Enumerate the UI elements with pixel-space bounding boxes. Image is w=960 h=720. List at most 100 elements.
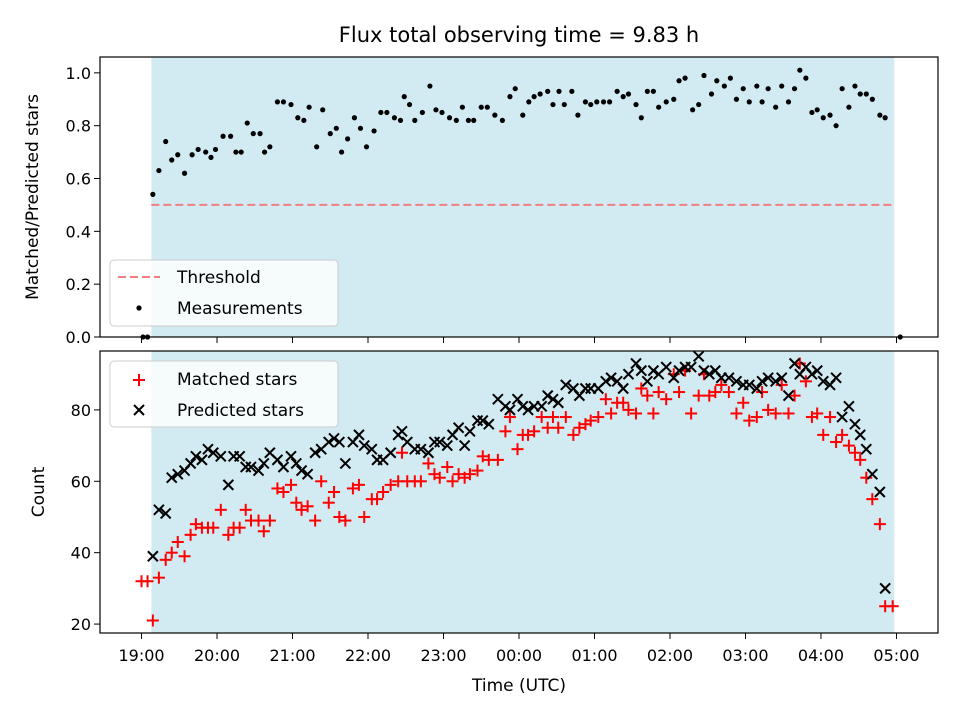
bottom-y-tick-label: 20	[71, 615, 91, 634]
measurement-point	[280, 99, 287, 105]
predicted-star-point	[504, 404, 516, 416]
top-y-tick-label: 0.4	[66, 222, 91, 241]
matched-star-point	[377, 486, 390, 498]
predicted-star-point	[511, 393, 524, 405]
measurement-point	[156, 167, 162, 174]
predicted-star-point	[172, 468, 184, 480]
bottom-x-tick-label: 22:00	[345, 646, 391, 665]
matched-star-point	[441, 461, 454, 474]
predicted-star-point	[817, 375, 829, 388]
predicted-star-point	[252, 464, 265, 477]
bottom-x-tick-label: 21:00	[269, 646, 315, 665]
predicted-star-point	[415, 443, 427, 455]
bottom-x-tick-label: 01:00	[571, 646, 617, 665]
matched-star-point	[499, 425, 512, 438]
predicted-star-point	[452, 422, 465, 434]
predicted-star-point	[730, 375, 743, 388]
predicted-star-point	[222, 479, 235, 491]
predicted-star-point	[159, 507, 172, 520]
measurement-point	[512, 86, 518, 92]
matched-star-point	[503, 411, 516, 424]
matched-star-point	[184, 528, 197, 541]
bottom-x-tick-label: 20:00	[194, 646, 240, 665]
matched-star-point	[848, 446, 861, 459]
matched-star-point	[159, 553, 172, 566]
measurement-point	[733, 96, 740, 102]
top-y-tick-label: 0.8	[66, 117, 91, 136]
measurement-point	[644, 88, 650, 94]
measurement-point	[267, 144, 273, 150]
predicted-star-point	[641, 375, 654, 388]
measurement-point	[212, 146, 219, 153]
measurement-point	[338, 149, 345, 155]
matched-star-point	[782, 407, 795, 420]
matched-star-point	[647, 407, 660, 420]
matched-star-point	[737, 396, 750, 409]
measurement-point	[169, 157, 175, 163]
measurement-point	[803, 75, 809, 81]
matched-star-point	[463, 468, 476, 481]
predicted-star-point	[806, 368, 818, 380]
measurement-point	[857, 91, 863, 97]
chart-title: Flux total observing time = 9.83 h	[339, 23, 699, 47]
measurements-legend-label: Measurements	[177, 299, 303, 319]
measurement-point	[869, 96, 875, 102]
measurement-point	[327, 131, 333, 137]
measurement-point	[189, 152, 195, 158]
matched-star-point	[730, 407, 743, 420]
predicted-star-point	[673, 364, 685, 377]
predicted-star-point	[339, 457, 352, 470]
measurement-point	[233, 149, 239, 155]
predicted-star-point	[836, 411, 848, 423]
predicted-star-point	[458, 439, 471, 452]
matched-star-point	[309, 514, 322, 527]
measurement-point	[638, 115, 644, 121]
measurement-point	[582, 99, 589, 105]
predicted-star-point	[207, 447, 219, 459]
measurement-point	[295, 115, 301, 121]
measurement-point	[261, 149, 268, 155]
matched-star-point	[836, 428, 849, 441]
matched-star-point	[214, 503, 227, 516]
predicted-star-point	[190, 450, 202, 463]
measurement-point	[371, 128, 377, 134]
predicted-star-point	[743, 379, 755, 391]
matched-star-point	[592, 411, 605, 424]
measurement-point	[550, 101, 556, 108]
measurement-point	[439, 109, 445, 116]
matched-star-point	[535, 411, 548, 424]
measurement-point	[545, 88, 551, 94]
measurement-point	[663, 99, 669, 105]
measurement-point	[606, 99, 613, 105]
predicted-star-point	[258, 457, 270, 470]
matched-star-point	[709, 386, 722, 399]
measurement-point	[484, 104, 490, 110]
predicted-star-point	[202, 443, 214, 455]
matched-star-point	[171, 535, 184, 548]
measurement-point	[740, 86, 746, 92]
measurement-point	[427, 83, 433, 89]
matched-star-point	[660, 393, 673, 406]
top-legend: Threshold Measurements	[109, 259, 339, 327]
top-y-axis-label: Matched/Predicted stars	[23, 94, 43, 300]
predicted-star-point	[285, 450, 297, 463]
measurement-point	[773, 104, 779, 110]
predicted-star-point	[233, 450, 246, 463]
measurement-point	[779, 83, 785, 89]
matched-star-point	[743, 414, 756, 427]
measurement-point	[833, 123, 839, 129]
predicted-star-point	[153, 504, 165, 516]
predicted-star-point	[698, 364, 710, 377]
matched-star-point	[673, 386, 686, 399]
predicted-star-point	[843, 400, 855, 413]
matched-star-point	[703, 389, 716, 402]
measurement-point	[696, 101, 702, 108]
measurement-point	[412, 117, 418, 123]
predicted-star-point	[522, 404, 534, 416]
measurement-point	[676, 78, 682, 84]
matched-star-point	[422, 457, 435, 470]
measurement-point	[238, 149, 244, 155]
matched-star-point	[722, 386, 735, 399]
predicted-star-point	[422, 447, 435, 459]
measurement-point	[561, 101, 567, 108]
